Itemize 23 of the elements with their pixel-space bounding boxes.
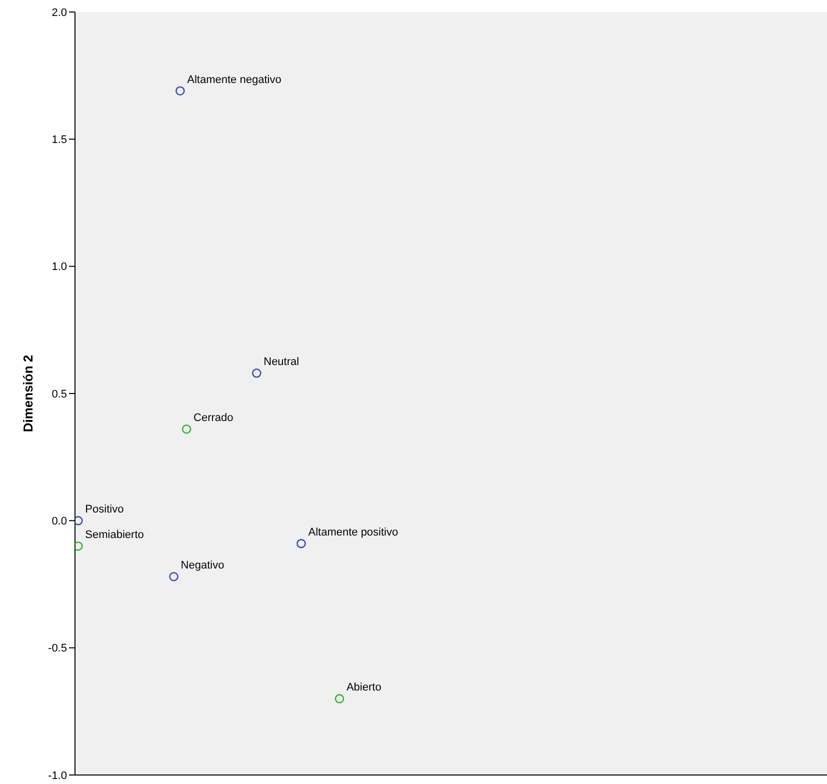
data-label: Positivo bbox=[85, 504, 124, 516]
point bbox=[296, 538, 306, 548]
y-tick-label: 1.0 bbox=[52, 261, 67, 274]
point bbox=[334, 694, 344, 704]
data-label: Semiabierto bbox=[85, 529, 144, 542]
y-tick-label: 2.0 bbox=[52, 6, 67, 19]
point bbox=[75, 516, 83, 526]
y-tick-label: 1.5 bbox=[52, 134, 67, 146]
point bbox=[252, 368, 262, 378]
data-label: Altamente negativo bbox=[187, 74, 282, 86]
y-tick-label: -0.5 bbox=[48, 642, 67, 655]
point bbox=[169, 572, 178, 582]
data-label: Neutral bbox=[264, 356, 300, 368]
data-label: Abierto bbox=[346, 682, 382, 694]
y-tick-label: -1.0 bbox=[48, 770, 67, 782]
y-tick-label: 0.5 bbox=[52, 388, 67, 400]
point bbox=[176, 86, 185, 96]
data-label: Negativo bbox=[180, 560, 224, 572]
y-tick-label: 0.0 bbox=[52, 516, 67, 528]
y-axis-title: Dimensión 2 bbox=[20, 354, 36, 432]
point bbox=[182, 424, 192, 434]
data-label: Altamente positivo bbox=[308, 526, 398, 539]
data-label: Cerrado bbox=[194, 412, 234, 424]
